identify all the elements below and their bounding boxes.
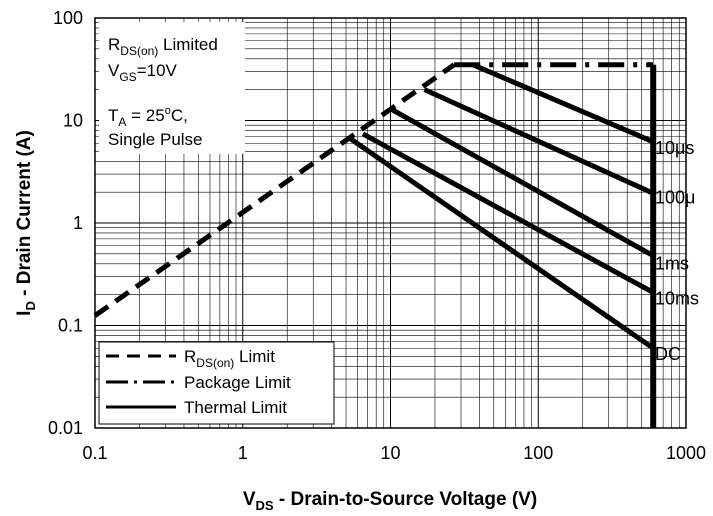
annotation-single-pulse: Single Pulse: [108, 130, 203, 149]
annotation-temperature: TA = 25oC,: [108, 105, 188, 129]
series-label: 10ms: [655, 288, 699, 308]
thermal-limit-line-dc: [348, 136, 655, 351]
plot-area: [94, 17, 687, 429]
thermal-limit-line-1ms: [389, 106, 655, 258]
annotation-vgs: VGS=10V: [108, 61, 178, 84]
y-tick-label: 1: [73, 213, 83, 233]
y-tick-label: 10: [63, 111, 83, 131]
series-labels: 10μs 100μ 1ms 10ms DC: [655, 138, 699, 364]
curves: [93, 62, 657, 428]
thermal-limit-line-10ms: [361, 131, 655, 295]
y-tick-label: 0.01: [48, 418, 83, 438]
x-tick-label: 0.1: [82, 443, 107, 463]
rdson-limit-line: [93, 62, 456, 318]
x-tick-label: 1000: [666, 443, 706, 463]
series-label: 10μs: [655, 138, 694, 158]
y-axis-title: ID - Drain Current (A): [14, 130, 38, 316]
y-tick-label: 100: [53, 8, 83, 28]
series-label: DC: [655, 344, 681, 364]
legend-label-package: Package Limit: [184, 373, 291, 392]
legend-label-rdson: RDS(on) Limit: [184, 347, 275, 370]
annotation-box: [99, 22, 245, 154]
thermal-limit-line-10s: [471, 62, 655, 145]
annotation-rdson-limited: RDS(on) Limited: [108, 35, 218, 58]
thermal-limit-line-100: [423, 87, 655, 196]
series-label: 100μ: [655, 187, 695, 207]
x-tick-label: 1: [238, 443, 248, 463]
series-label: 1ms: [655, 254, 689, 274]
x-tick-label: 100: [523, 443, 553, 463]
legend-label-thermal: Thermal Limit: [184, 398, 287, 417]
x-tick-label: 10: [380, 443, 400, 463]
tick-labels: 0.1 1 10 100 1000 0.01 0.1 1 10 100: [48, 8, 706, 463]
y-tick-label: 0.1: [58, 316, 83, 336]
x-axis-title: VDS - Drain-to-Source Voltage (V): [243, 489, 537, 513]
